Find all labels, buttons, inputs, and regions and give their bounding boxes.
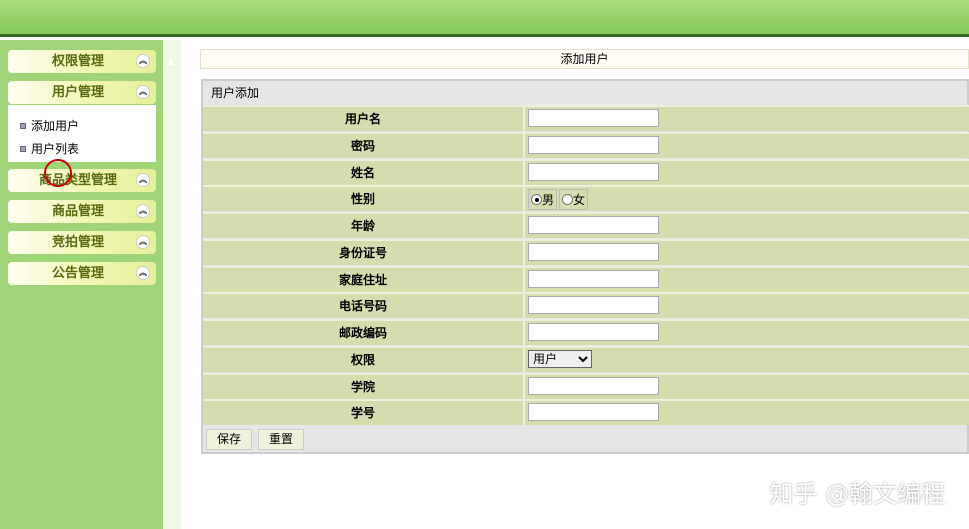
form-row: 用户名 — [203, 105, 969, 131]
field-label: 性别 — [203, 187, 525, 212]
sidebar-panel-products[interactable]: 商品管理 ︽ — [8, 200, 156, 223]
sidebar-panel-notices[interactable]: 公告管理 ︽ — [8, 262, 156, 285]
save-button[interactable]: 保存 — [206, 429, 252, 450]
form-row: 密码 — [203, 131, 969, 158]
radio-icon[interactable] — [531, 194, 542, 206]
bullet-icon — [20, 123, 26, 129]
submenu-user-list[interactable]: 用户列表 — [20, 140, 79, 157]
field-input[interactable] — [528, 135, 659, 154]
chevron-up-icon[interactable]: ︽ — [136, 266, 150, 280]
bullet-icon — [20, 146, 26, 152]
field-label: 学号 — [203, 401, 525, 426]
field-input[interactable] — [528, 109, 659, 127]
permission-select[interactable]: 用户 — [528, 349, 592, 368]
sidebar-panel-product-types[interactable]: 商品类型管理 ︽ — [8, 169, 156, 192]
form-section-title: 用户添加 — [211, 86, 260, 100]
field-input[interactable] — [528, 269, 659, 288]
form-row: 年龄 — [203, 212, 969, 238]
field-label: 用户名 — [203, 107, 525, 131]
field-label: 家庭住址 — [203, 267, 525, 292]
form-row: 邮政编码 — [203, 319, 969, 345]
field-label: 邮政编码 — [203, 321, 525, 345]
form-row: 身份证号 — [203, 238, 969, 265]
top-banner — [0, 0, 969, 37]
sidebar-panel-permissions[interactable]: 权限管理 ︽ — [8, 50, 156, 73]
chevron-up-icon[interactable]: ︽ — [136, 173, 150, 187]
field-input[interactable] — [528, 216, 659, 234]
field-label: 身份证号 — [203, 240, 525, 265]
form-row: 权限 用户 — [203, 345, 969, 372]
sidebar-toggle-strip[interactable]: ▲ — [163, 40, 181, 529]
chevron-up-icon[interactable]: ︽ — [136, 235, 150, 249]
field-input[interactable] — [528, 376, 659, 395]
field-input[interactable] — [528, 242, 659, 261]
gender-option-male[interactable]: 男 — [528, 189, 558, 211]
field-input[interactable] — [528, 403, 659, 422]
click-highlight-cursor — [44, 159, 72, 187]
form-row: 姓名 — [203, 158, 969, 185]
watermark: 知乎 @翰文编程 — [769, 480, 945, 508]
chevron-up-icon[interactable]: ︽ — [136, 204, 150, 218]
form-row: 学号 — [203, 399, 969, 426]
form-row: 学院 — [203, 372, 969, 399]
sidebar-panel-auctions[interactable]: 竞拍管理 ︽ — [8, 231, 156, 254]
chevron-up-icon[interactable]: ︽ — [136, 85, 150, 99]
field-label: 学院 — [203, 374, 525, 399]
form-row: 性别男女 — [203, 185, 969, 212]
form-row: 电话号码 — [203, 292, 969, 319]
collapse-icon[interactable]: ▲ — [167, 56, 175, 67]
field-input[interactable] — [528, 296, 659, 315]
field-label: 权限 — [203, 347, 525, 372]
reset-button[interactable]: 重置 — [258, 429, 304, 450]
field-label: 密码 — [203, 133, 525, 158]
chevron-up-icon[interactable]: ︽ — [136, 54, 150, 68]
field-input[interactable] — [528, 162, 659, 181]
users-submenu: 添加用户 用户列表 — [8, 105, 156, 162]
field-label: 姓名 — [203, 160, 525, 185]
gender-option-female[interactable]: 女 — [559, 189, 589, 211]
field-input[interactable] — [528, 323, 659, 341]
add-user-form: 用户添加 用户名 密码 姓名 性别男女年龄 身份证号 家庭住址 电话号码 邮政编码 权限 用户 学院… — [201, 79, 969, 454]
field-label: 电话号码 — [203, 294, 525, 319]
radio-icon[interactable] — [562, 194, 574, 206]
field-label: 年龄 — [203, 214, 525, 238]
submenu-add-user[interactable]: 添加用户 — [20, 117, 79, 134]
page-title: 添加用户 — [200, 49, 969, 69]
sidebar-panel-users[interactable]: 用户管理 ︽ — [8, 81, 156, 104]
form-row: 家庭住址 — [203, 265, 969, 292]
